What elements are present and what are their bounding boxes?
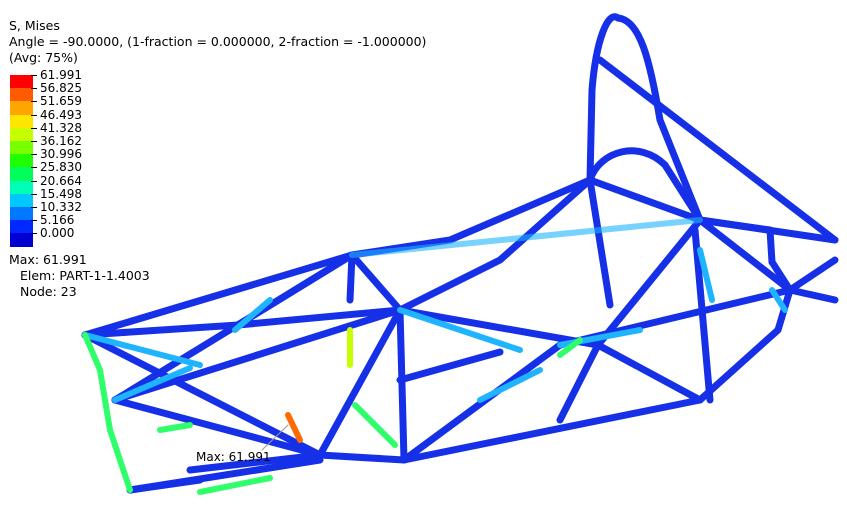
legend-value-label: 46.493 — [40, 107, 82, 122]
legend-swatch — [10, 127, 33, 141]
legend-value-label: 15.498 — [40, 186, 82, 201]
averaging-label: (Avg: 75%) — [9, 50, 78, 65]
legend-value-label: 30.996 — [40, 147, 82, 162]
legend-value-label: 5.166 — [40, 213, 75, 228]
legend-value-label: 41.328 — [40, 120, 82, 135]
legend-swatch — [10, 154, 33, 168]
legend-tick — [31, 220, 37, 222]
legend-tick — [31, 207, 37, 208]
legend-value-label: 61.991 — [40, 68, 82, 82]
legend-swatch — [10, 207, 33, 221]
legend-swatch — [10, 220, 33, 234]
legend-tick — [31, 88, 37, 90]
legend-tick — [31, 233, 37, 235]
max-node-label: Node: 23 — [20, 284, 77, 299]
max-element-label: Elem: PART-1-1.4003 — [20, 268, 150, 283]
legend-swatch — [10, 88, 33, 102]
angle-info-label: Angle = -90.0000, (1-fraction = 0.000000… — [9, 34, 427, 49]
legend-tick — [31, 180, 37, 182]
legend-value-label: 51.659 — [40, 94, 82, 109]
legend-value-label: 0.000 — [40, 226, 75, 241]
result-variable-label: S, Mises — [9, 18, 60, 33]
legend-tick — [31, 101, 37, 103]
legend-swatch — [10, 193, 33, 207]
legend-swatch — [10, 141, 33, 155]
max-callout-label: Max: 61.991 — [196, 450, 271, 464]
legend-swatch — [10, 114, 33, 128]
max-value-label: Max: 61.991 — [9, 252, 87, 267]
legend-swatch — [10, 101, 33, 115]
legend-value-label: 10.332 — [40, 200, 82, 214]
legend-tick — [31, 167, 37, 169]
legend-tick — [31, 114, 37, 116]
legend-tick — [31, 75, 37, 76]
legend-value-label: 36.162 — [40, 134, 82, 148]
legend-tick — [31, 154, 37, 156]
legend-tick — [31, 127, 37, 129]
legend-tick — [31, 193, 37, 195]
legend-tick — [31, 141, 37, 142]
legend-value-label: 25.830 — [40, 160, 82, 175]
legend-swatch — [10, 167, 33, 181]
legend-value-label: 20.664 — [40, 173, 82, 188]
legend-swatch — [10, 180, 33, 194]
legend-swatch — [10, 233, 33, 247]
legend-swatch — [10, 75, 33, 89]
legend-value-label: 56.825 — [40, 81, 82, 96]
